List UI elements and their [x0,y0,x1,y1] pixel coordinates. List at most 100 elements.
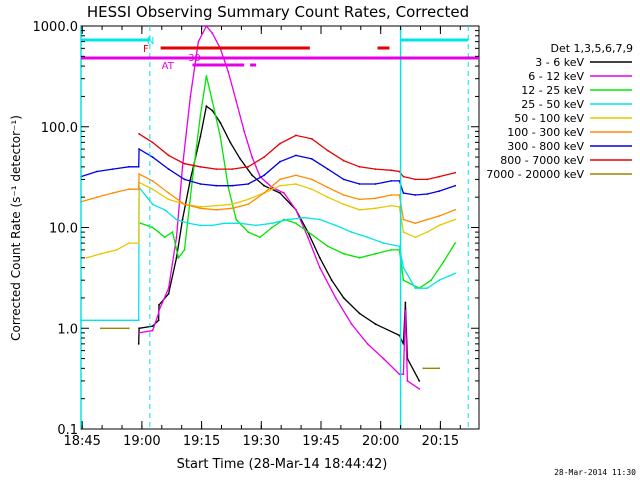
series-point-2 [151,226,154,229]
series-point-0 [151,325,154,327]
series-point-1 [366,343,369,345]
series-point-1 [205,25,208,27]
series-line-8 [100,327,440,369]
series-point-0 [279,192,281,194]
series-point-0 [374,323,377,325]
x-tick-label-3: 19:30 [243,434,280,449]
series-point-7 [167,154,170,157]
series-point-1 [157,312,160,315]
series-point-5 [358,198,361,201]
series-point-1 [318,266,321,269]
series-point-4 [295,183,297,185]
series-line-4 [86,181,456,259]
series-point-0 [158,304,160,306]
series-point-2 [454,242,456,245]
series-point-8 [438,367,441,370]
series-point-6 [279,160,281,163]
legend-label-2: 12 - 25 keV [521,84,584,97]
series-point-5 [137,188,140,191]
series-point-6 [326,168,329,171]
series-point-4 [279,184,281,187]
series-point-2 [219,135,222,138]
bar-label-AT: AT [162,61,175,72]
series-point-4 [390,204,393,207]
series-point-7 [414,178,417,181]
series-point-2 [374,252,377,255]
x-tick-label-4: 19:45 [302,434,339,449]
series-point-2 [342,252,345,255]
series-point-5 [231,207,234,210]
series-point-3 [382,242,385,245]
series-point-1 [235,100,238,102]
series-point-4 [127,242,130,245]
series-point-0 [211,109,214,112]
series-point-7 [183,162,186,165]
series-point-3 [151,203,154,206]
series-point-4 [342,203,345,206]
series-point-2 [183,249,186,251]
series-point-3 [271,222,273,225]
series-point-0 [229,141,232,144]
series-point-6 [374,183,377,185]
series-point-4 [151,188,154,191]
series-line-0 [138,105,420,382]
series-point-2 [139,222,142,225]
legend-label-0: 3 - 6 keV [535,56,584,69]
series-point-1 [418,388,421,390]
series-point-4 [358,208,361,211]
series-point-0 [205,105,208,108]
series-point-3 [303,216,305,219]
series-point-5 [151,180,154,182]
series-point-8 [100,327,102,330]
y-tick-label-3: 100.0 [41,121,78,136]
series-point-3 [175,218,178,221]
series-line-3 [81,185,456,321]
series-point-1 [158,309,160,312]
series-point-7 [374,168,377,171]
series-point-6 [138,148,141,151]
series-point-5 [414,222,417,225]
series-point-5 [263,192,265,194]
series-point-1 [138,332,141,334]
series-point-4 [402,231,405,234]
series-point-1 [175,236,178,239]
bar-label-F: F [143,44,149,55]
series-point-7 [454,171,456,174]
series-point-7 [402,175,405,178]
series-point-6 [96,170,98,173]
series-point-5 [374,197,377,200]
series-point-1 [167,287,170,290]
legend-label-5: 100 - 300 keV [507,126,584,139]
series-point-6 [127,165,130,168]
legend-label-4: 50 - 100 keV [514,112,584,125]
series-point-5 [454,208,456,211]
series-point-0 [219,121,222,124]
series-point-1 [151,329,154,332]
series-point-1 [307,236,309,239]
series-point-7 [310,137,313,140]
series-point-2 [358,256,361,259]
series-point-6 [231,184,234,187]
series-point-7 [342,159,345,162]
legend-label-6: 300 - 800 keV [507,140,584,153]
series-point-7 [215,168,218,171]
series-point-7 [231,168,234,171]
series-point-6 [167,168,170,171]
series-point-1 [382,357,385,360]
y-tick-label-1: 1.0 [57,322,78,337]
series-point-1 [211,32,214,34]
series-point-2 [157,231,160,234]
series-point-5 [138,173,141,175]
series-point-4 [115,249,118,251]
series-point-7 [295,134,297,137]
legend-label-8: 7000 - 20000 keV [486,168,584,181]
footer-date: 28-Mar-2014 11:30 [554,468,636,477]
series-point-3 [426,287,429,290]
series-point-1 [402,373,405,376]
series-point-5 [199,207,202,210]
series-point-4 [438,224,441,227]
series-point-5 [342,194,345,196]
series-point-6 [426,193,429,195]
x-tick-label-2: 19:15 [183,434,220,449]
